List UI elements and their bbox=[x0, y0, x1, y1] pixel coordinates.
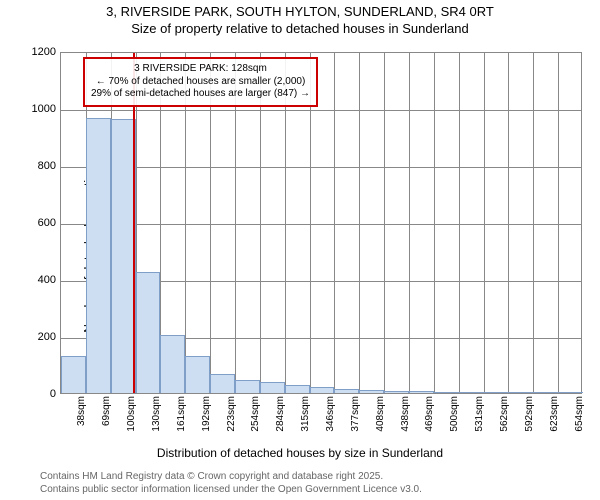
gridline-h bbox=[61, 224, 581, 225]
callout-line3: 29% of semi-detached houses are larger (… bbox=[91, 88, 310, 101]
histogram-bar bbox=[160, 335, 185, 393]
histogram-bar bbox=[185, 356, 210, 393]
gridline-v bbox=[459, 53, 460, 393]
histogram-bar bbox=[384, 391, 409, 393]
x-tick-label: 315sqm bbox=[300, 396, 311, 432]
gridline-v bbox=[359, 53, 360, 393]
histogram-bar bbox=[334, 389, 359, 393]
reference-callout: 3 RIVERSIDE PARK: 128sqm ← 70% of detach… bbox=[83, 57, 318, 107]
gridline-v bbox=[334, 53, 335, 393]
x-tick-label: 346sqm bbox=[325, 396, 336, 432]
plot-area: 3 RIVERSIDE PARK: 128sqm ← 70% of detach… bbox=[60, 52, 582, 394]
callout-line2: ← 70% of detached houses are smaller (2,… bbox=[91, 76, 310, 89]
histogram-bar bbox=[484, 392, 509, 393]
x-tick-label: 192sqm bbox=[201, 396, 212, 432]
x-tick-label: 469sqm bbox=[424, 396, 435, 432]
y-tick-label: 200 bbox=[6, 331, 56, 343]
gridline-h bbox=[61, 167, 581, 168]
x-tick-label: 130sqm bbox=[151, 396, 162, 432]
x-tick-label: 623sqm bbox=[549, 396, 560, 432]
x-tick-label: 654sqm bbox=[574, 396, 585, 432]
y-tick-label: 1000 bbox=[6, 103, 56, 115]
histogram-bar bbox=[285, 385, 310, 393]
histogram-bar bbox=[61, 356, 86, 393]
histogram-bar bbox=[111, 119, 136, 393]
y-tick-label: 800 bbox=[6, 160, 56, 172]
x-tick-label: 161sqm bbox=[176, 396, 187, 432]
x-axis-label: Distribution of detached houses by size … bbox=[0, 446, 600, 460]
histogram-bar bbox=[508, 392, 533, 393]
gridline-h bbox=[61, 110, 581, 111]
gridline-v bbox=[508, 53, 509, 393]
x-tick-label: 500sqm bbox=[449, 396, 460, 432]
histogram-bar bbox=[260, 382, 285, 393]
x-tick-label: 284sqm bbox=[275, 396, 286, 432]
histogram-bar bbox=[558, 392, 583, 393]
x-tick-label: 223sqm bbox=[226, 396, 237, 432]
histogram-bar bbox=[533, 392, 558, 393]
gridline-v bbox=[558, 53, 559, 393]
x-tick-label: 69sqm bbox=[101, 396, 112, 426]
callout-line1: 3 RIVERSIDE PARK: 128sqm bbox=[91, 63, 310, 76]
x-tick-label: 408sqm bbox=[375, 396, 386, 432]
y-tick-label: 600 bbox=[6, 217, 56, 229]
histogram-bar bbox=[235, 380, 260, 393]
gridline-v bbox=[484, 53, 485, 393]
credits-line2: Contains public sector information licen… bbox=[40, 484, 422, 497]
gridline-v bbox=[409, 53, 410, 393]
histogram-bar bbox=[310, 387, 335, 393]
y-axis-ticks: 020040060080010001200 bbox=[0, 52, 58, 394]
histogram-bar bbox=[210, 374, 235, 393]
histogram-bar bbox=[136, 272, 161, 393]
gridline-v bbox=[533, 53, 534, 393]
x-tick-label: 438sqm bbox=[400, 396, 411, 432]
credits-line1: Contains HM Land Registry data © Crown c… bbox=[40, 471, 422, 484]
x-tick-label: 254sqm bbox=[250, 396, 261, 432]
histogram-bar bbox=[86, 118, 111, 393]
y-tick-label: 400 bbox=[6, 274, 56, 286]
chart-title: 3, RIVERSIDE PARK, SOUTH HYLTON, SUNDERL… bbox=[0, 4, 600, 38]
x-tick-label: 562sqm bbox=[499, 396, 510, 432]
gridline-v bbox=[384, 53, 385, 393]
x-tick-label: 38sqm bbox=[76, 396, 87, 426]
x-tick-label: 531sqm bbox=[474, 396, 485, 432]
credits: Contains HM Land Registry data © Crown c… bbox=[40, 471, 422, 496]
gridline-v bbox=[434, 53, 435, 393]
title-line1: 3, RIVERSIDE PARK, SOUTH HYLTON, SUNDERL… bbox=[0, 4, 600, 21]
histogram-bar bbox=[359, 390, 384, 393]
x-tick-label: 377sqm bbox=[350, 396, 361, 432]
title-line2: Size of property relative to detached ho… bbox=[0, 21, 600, 38]
y-tick-label: 0 bbox=[6, 388, 56, 400]
histogram-bar bbox=[459, 392, 484, 393]
x-tick-label: 100sqm bbox=[126, 396, 137, 432]
y-tick-label: 1200 bbox=[6, 46, 56, 58]
histogram-bar bbox=[434, 392, 459, 393]
histogram-bar bbox=[409, 391, 434, 393]
x-tick-label: 592sqm bbox=[524, 396, 535, 432]
